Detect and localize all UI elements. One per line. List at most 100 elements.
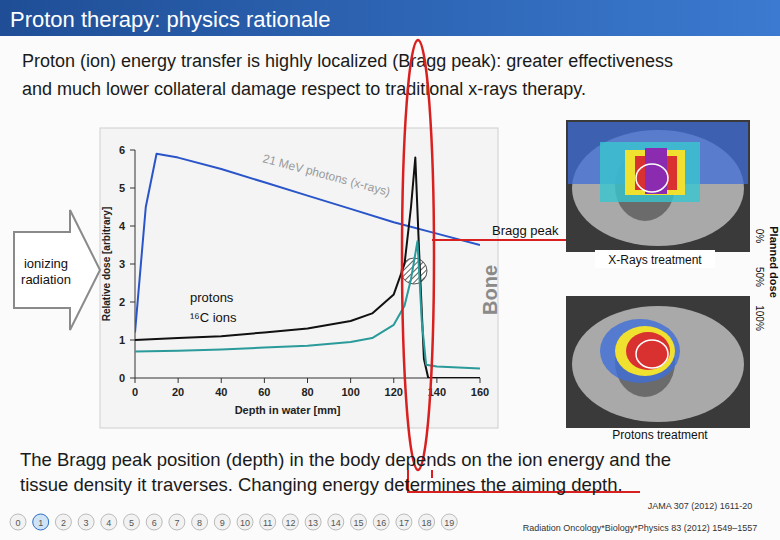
page-number[interactable]: 19 (444, 518, 454, 528)
page-number[interactable]: 11 (263, 518, 272, 528)
x-tick-label: 80 (301, 386, 313, 398)
body-text: tissue density it traverses. Changing en… (20, 474, 623, 495)
page-dot[interactable] (169, 514, 185, 530)
page-number[interactable]: 15 (353, 518, 363, 528)
series-line (135, 241, 480, 368)
x-tick (307, 378, 308, 383)
page-number[interactable]: 17 (399, 518, 409, 528)
page-number[interactable]: 13 (308, 518, 318, 528)
legend-label: ¹⁶C ions (190, 310, 237, 325)
y-tick (130, 378, 135, 379)
page-dot[interactable] (419, 514, 435, 530)
dose-tick-label: 0% (754, 229, 765, 244)
y-tick (130, 226, 135, 227)
x-tick (221, 378, 222, 383)
page-dot[interactable] (101, 514, 117, 530)
page-dot[interactable] (10, 514, 26, 530)
x-tick-label: 100 (341, 386, 359, 398)
series-label: 21 MeV photons (x-rays) (261, 151, 392, 199)
bragg-label: Bragg peak (492, 223, 559, 238)
chart-panel (100, 128, 498, 428)
y-tick-label: 6 (119, 144, 125, 156)
x-tick (480, 378, 481, 383)
page-dot[interactable] (124, 514, 140, 530)
background (0, 0, 780, 540)
bone-label: Bone (479, 265, 501, 315)
x-tick (350, 378, 351, 383)
x-tick (436, 378, 437, 383)
y-tick-label: 1 (119, 334, 125, 346)
reference: Radiation Oncology*Biology*Physics 83 (2… (523, 523, 758, 533)
series-line (135, 154, 480, 333)
page-number[interactable]: 3 (84, 518, 89, 528)
arrow-label: radiation (21, 272, 71, 287)
subtitle: Proton (ion) energy transfer is highly l… (22, 51, 673, 71)
y-tick (130, 340, 135, 341)
page-dot[interactable] (192, 514, 208, 530)
arrow-label: ionizing (24, 256, 68, 271)
page-number[interactable]: 9 (220, 518, 225, 528)
page-dot[interactable] (328, 514, 344, 530)
page-number[interactable]: 0 (15, 518, 20, 528)
page-dot[interactable] (282, 514, 298, 530)
dose-mid (600, 142, 700, 202)
x-tick (393, 378, 394, 383)
page-dot[interactable] (237, 514, 253, 530)
x-tick-label: 20 (172, 386, 184, 398)
page-number[interactable]: 1 (38, 518, 43, 528)
page-number[interactable]: 8 (197, 518, 202, 528)
dose-tick-label: 50% (754, 267, 765, 287)
page-number[interactable]: 4 (106, 518, 111, 528)
x-tick (135, 378, 136, 383)
target-contour (636, 340, 668, 368)
y-tick-label: 5 (119, 182, 125, 194)
subtitle: and much lower collateral damage respect… (22, 79, 586, 99)
dose-bar-title: Planned dose (768, 226, 780, 298)
y-axis (135, 150, 136, 378)
ct-frame (566, 296, 750, 428)
legend-label: protons (190, 290, 234, 305)
y-tick-label: 4 (119, 220, 126, 232)
ct-image (566, 296, 750, 428)
x-tick (264, 378, 265, 383)
page-dot[interactable] (55, 514, 71, 530)
title-bar (0, 0, 780, 36)
slide: Proton therapy: physics rationaleProton … (0, 0, 780, 540)
page-dot[interactable] (33, 514, 49, 530)
page-number[interactable]: 6 (152, 518, 157, 528)
page-dot[interactable] (351, 514, 367, 530)
body-text: The Bragg peak position (depth) in the b… (20, 449, 671, 470)
x-tick (178, 378, 179, 383)
peak-ellipse (402, 40, 434, 470)
page-dot[interactable] (78, 514, 94, 530)
page-dot[interactable] (214, 514, 230, 530)
page-number[interactable]: 2 (61, 518, 66, 528)
label-bg (595, 250, 715, 268)
y-tick (130, 188, 135, 189)
page-number[interactable]: 18 (422, 518, 432, 528)
reference: JAMA 307 (2012) 1611-20 (648, 501, 752, 511)
dose-low (600, 319, 680, 383)
x-tick-label: 120 (385, 386, 403, 398)
page-number[interactable]: 14 (331, 518, 341, 528)
page-dot[interactable] (396, 514, 412, 530)
ct-organ (615, 327, 675, 397)
page-number[interactable]: 12 (285, 518, 295, 528)
ct-frame (566, 120, 750, 252)
x-tick-label: 0 (132, 386, 138, 398)
page-dot[interactable] (146, 514, 162, 530)
page-dot[interactable] (441, 514, 457, 530)
y-tick (130, 302, 135, 303)
page-number[interactable]: 10 (240, 518, 250, 528)
page-dot[interactable] (305, 514, 321, 530)
page-number[interactable]: 7 (174, 518, 179, 528)
dose-high (615, 326, 675, 376)
page-dot[interactable] (373, 514, 389, 530)
page-number[interactable]: 5 (129, 518, 134, 528)
y-tick (130, 150, 135, 151)
target-contour (636, 164, 668, 192)
page-dot[interactable] (260, 514, 276, 530)
pointer-line (432, 239, 566, 241)
series-group (135, 154, 480, 378)
page-number[interactable]: 16 (376, 518, 386, 528)
